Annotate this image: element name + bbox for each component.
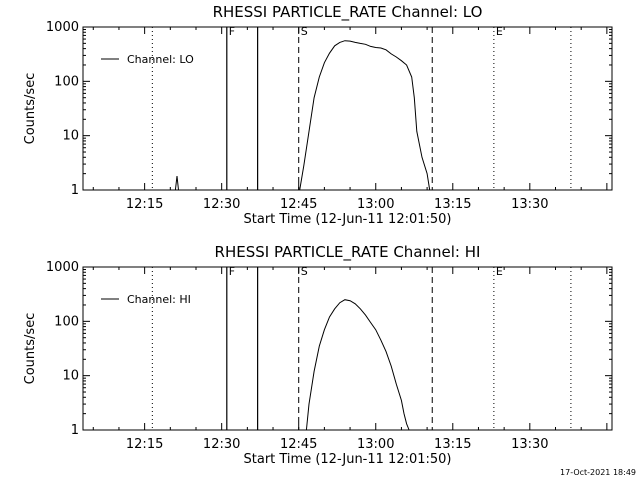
panel2-marker-label-f: F	[229, 265, 235, 278]
panel2-legend-label: Channel: HI	[127, 293, 191, 306]
panel2-x-tick-label: 12:15	[126, 437, 163, 452]
panel1-title: RHESSI PARTICLE_RATE Channel: LO	[213, 3, 483, 22]
panel2-x-axis-label: Start Time (12-Jun-11 12:01:50)	[244, 452, 452, 467]
panel2-x-tick-label: 13:00	[357, 437, 394, 452]
panel2-y-tick-label: 100	[54, 314, 79, 329]
panel1-x-axis-label: Start Time (12-Jun-11 12:01:50)	[244, 212, 452, 227]
panel1-x-tick-label: 13:30	[511, 197, 548, 212]
panel1-y-tick-label: 1000	[46, 20, 79, 35]
panel2-y-tick-label: 1000	[46, 260, 79, 275]
panel2-marker-label-e: E	[496, 265, 503, 278]
panel1-x-tick-label: 13:00	[357, 197, 394, 212]
panel1-x-tick-label: 12:45	[280, 197, 317, 212]
panel2-marker-label-s: S	[301, 265, 308, 278]
panel1-x-tick-label: 13:15	[434, 197, 471, 212]
panel2-x-tick-label: 13:30	[511, 437, 548, 452]
panel1-marker-label-e: E	[496, 25, 503, 38]
panel1-y-tick-label: 1	[71, 183, 79, 198]
panel1-series-line	[174, 40, 431, 191]
panel1-marker-label-f: F	[229, 25, 235, 38]
panel2-y-axis-label: Counts/sec	[23, 313, 38, 385]
panel1-x-tick-label: 12:15	[126, 197, 163, 212]
plot-timestamp: 17-Oct-2021 18:49	[560, 468, 636, 477]
panel1-marker-label-s: S	[301, 25, 308, 38]
panel1-y-tick-label: 100	[54, 74, 79, 89]
panel1-y-axis-label: Counts/sec	[23, 73, 38, 145]
panel1-y-tick-label: 10	[62, 129, 79, 144]
panel1-x-tick-label: 12:30	[203, 197, 240, 212]
panel2-series-line	[305, 299, 410, 431]
panel1-legend-label: Channel: LO	[127, 53, 194, 66]
panel2-y-tick-label: 1	[71, 423, 79, 438]
panel2-x-tick-label: 12:45	[280, 437, 317, 452]
panel2-title: RHESSI PARTICLE_RATE Channel: HI	[215, 243, 481, 262]
panel2-x-tick-label: 13:15	[434, 437, 471, 452]
panel2-y-tick-label: 10	[62, 369, 79, 384]
panel1-plot-frame	[82, 26, 613, 191]
panel2-x-tick-label: 12:30	[203, 437, 240, 452]
panel2-plot-frame	[82, 266, 613, 431]
